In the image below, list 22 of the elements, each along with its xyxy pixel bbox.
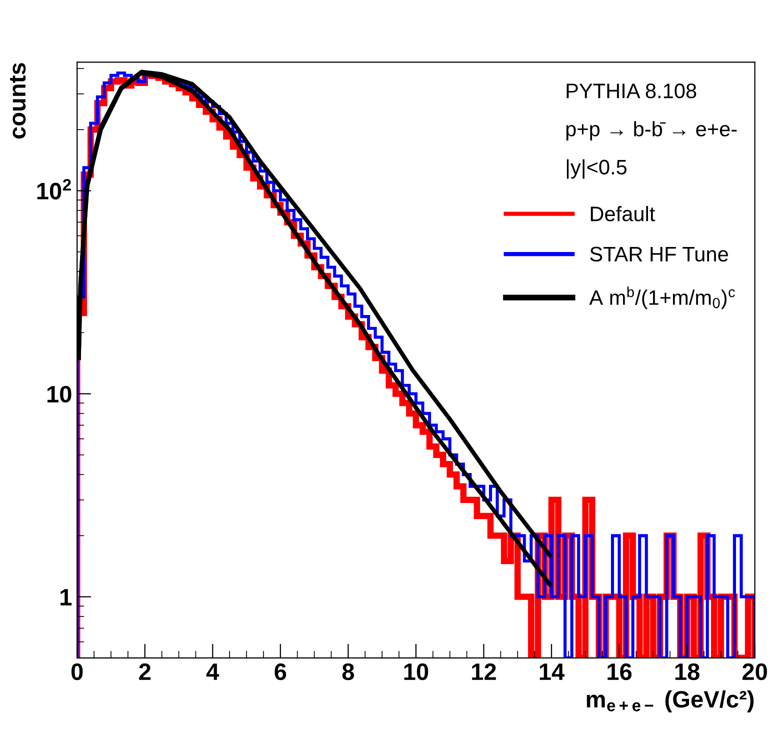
annotation: PYTHIA 8.108 xyxy=(566,84,696,98)
x-tick-label: 4 xyxy=(206,664,220,680)
x-tick-label: 8 xyxy=(342,663,354,680)
legend-label: A m$^{b}$/(1+m/m$_{0}$)$^{c}$ xyxy=(589,286,735,310)
x-tick-label: 12 xyxy=(472,663,496,680)
x-tick-label: 0 xyxy=(71,663,83,680)
annotation: p+p → b-b̄ → e+e- xyxy=(566,121,737,141)
x-tick-label: 10 xyxy=(404,663,428,680)
x-tick-label: 16 xyxy=(608,663,632,680)
x-tick-label: 20 xyxy=(742,663,767,680)
x-tick-label: 18 xyxy=(675,663,700,680)
x-tick-label: 2 xyxy=(139,663,150,680)
y-tick-label: 10$^{2}$ xyxy=(37,178,71,200)
annotation: |y|<0.5 xyxy=(566,159,627,179)
x-axis-title: m$_{e+e−}$ (GeV/c²) xyxy=(586,690,754,712)
y-axis-title: counts xyxy=(10,63,26,139)
x-tick-label: 14 xyxy=(540,664,564,680)
y-tick-label: 1 xyxy=(60,589,72,606)
x-tick-label: 6 xyxy=(274,663,286,680)
legend-label: STAR HF Tune xyxy=(590,246,728,262)
legend-label: Default xyxy=(590,206,656,222)
y-tick-label: 10 xyxy=(47,386,72,403)
